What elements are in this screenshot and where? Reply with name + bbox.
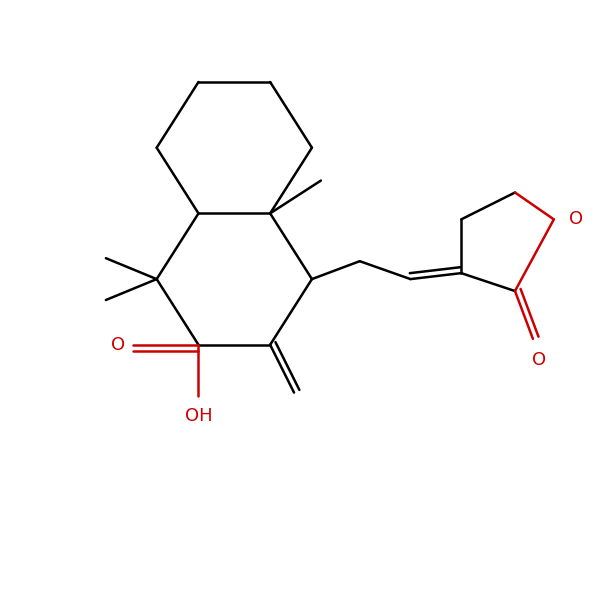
Text: O: O	[569, 211, 584, 229]
Text: OH: OH	[185, 407, 212, 425]
Text: O: O	[111, 336, 125, 354]
Text: O: O	[532, 351, 546, 369]
